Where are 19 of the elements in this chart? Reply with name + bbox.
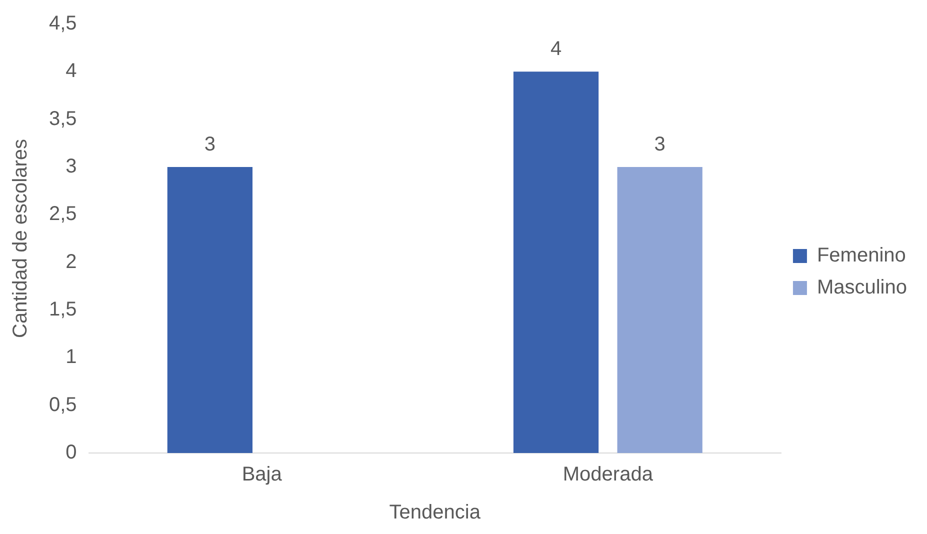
y-tick-label: 2 (66, 250, 77, 273)
legend-label: Masculino (816, 276, 908, 299)
y-tick-label: 4 (66, 60, 77, 82)
y-tick-label: 1 (66, 346, 77, 368)
y-tick-label: 3,5 (48, 108, 77, 130)
y-axis-title: Cantidad de escolares (10, 138, 32, 338)
data-label: 3 (204, 134, 216, 156)
x-tick-label: Moderada (562, 464, 654, 486)
data-label: 4 (550, 38, 562, 60)
y-tick-label: 0,5 (48, 394, 77, 416)
y-tick-label: 2,5 (48, 203, 77, 226)
y-tick-label: 4,5 (48, 12, 77, 35)
y-tick-label: 0 (66, 442, 77, 464)
x-axis-title: Tendencia (389, 502, 482, 524)
x-tick-label: Baja (242, 464, 283, 486)
y-tick-label: 3 (66, 156, 77, 178)
y-tick-label: 1,5 (48, 298, 77, 321)
legend-label: Femenino (816, 244, 906, 267)
data-label: 3 (654, 134, 666, 156)
